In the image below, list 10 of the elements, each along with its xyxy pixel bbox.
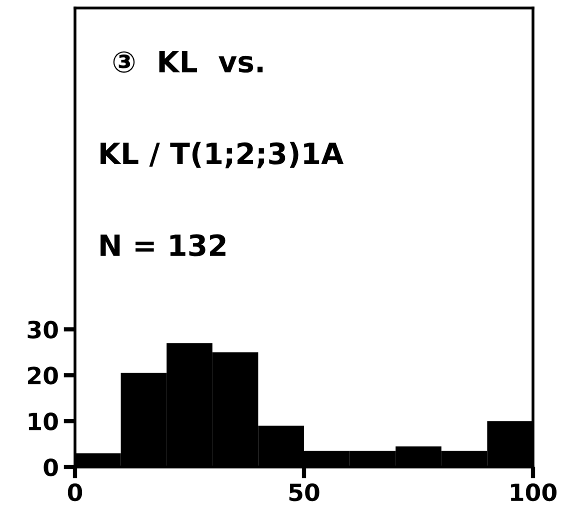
x-tick-label: 50 <box>289 483 320 502</box>
y-tick-label: 10 <box>28 412 58 430</box>
y-tick-label: 30 <box>28 320 58 339</box>
x-tick-label: 100 <box>511 483 557 502</box>
text: KL / T(1;2;3)1A <box>100 142 344 168</box>
x-tick-label: 0 <box>68 483 82 502</box>
annotation: N = 132 <box>100 234 226 256</box>
text: ③ KL vs. <box>113 50 263 73</box>
y-tick-label: 20 <box>28 366 58 385</box>
y-tick-label: 0 <box>44 458 58 476</box>
